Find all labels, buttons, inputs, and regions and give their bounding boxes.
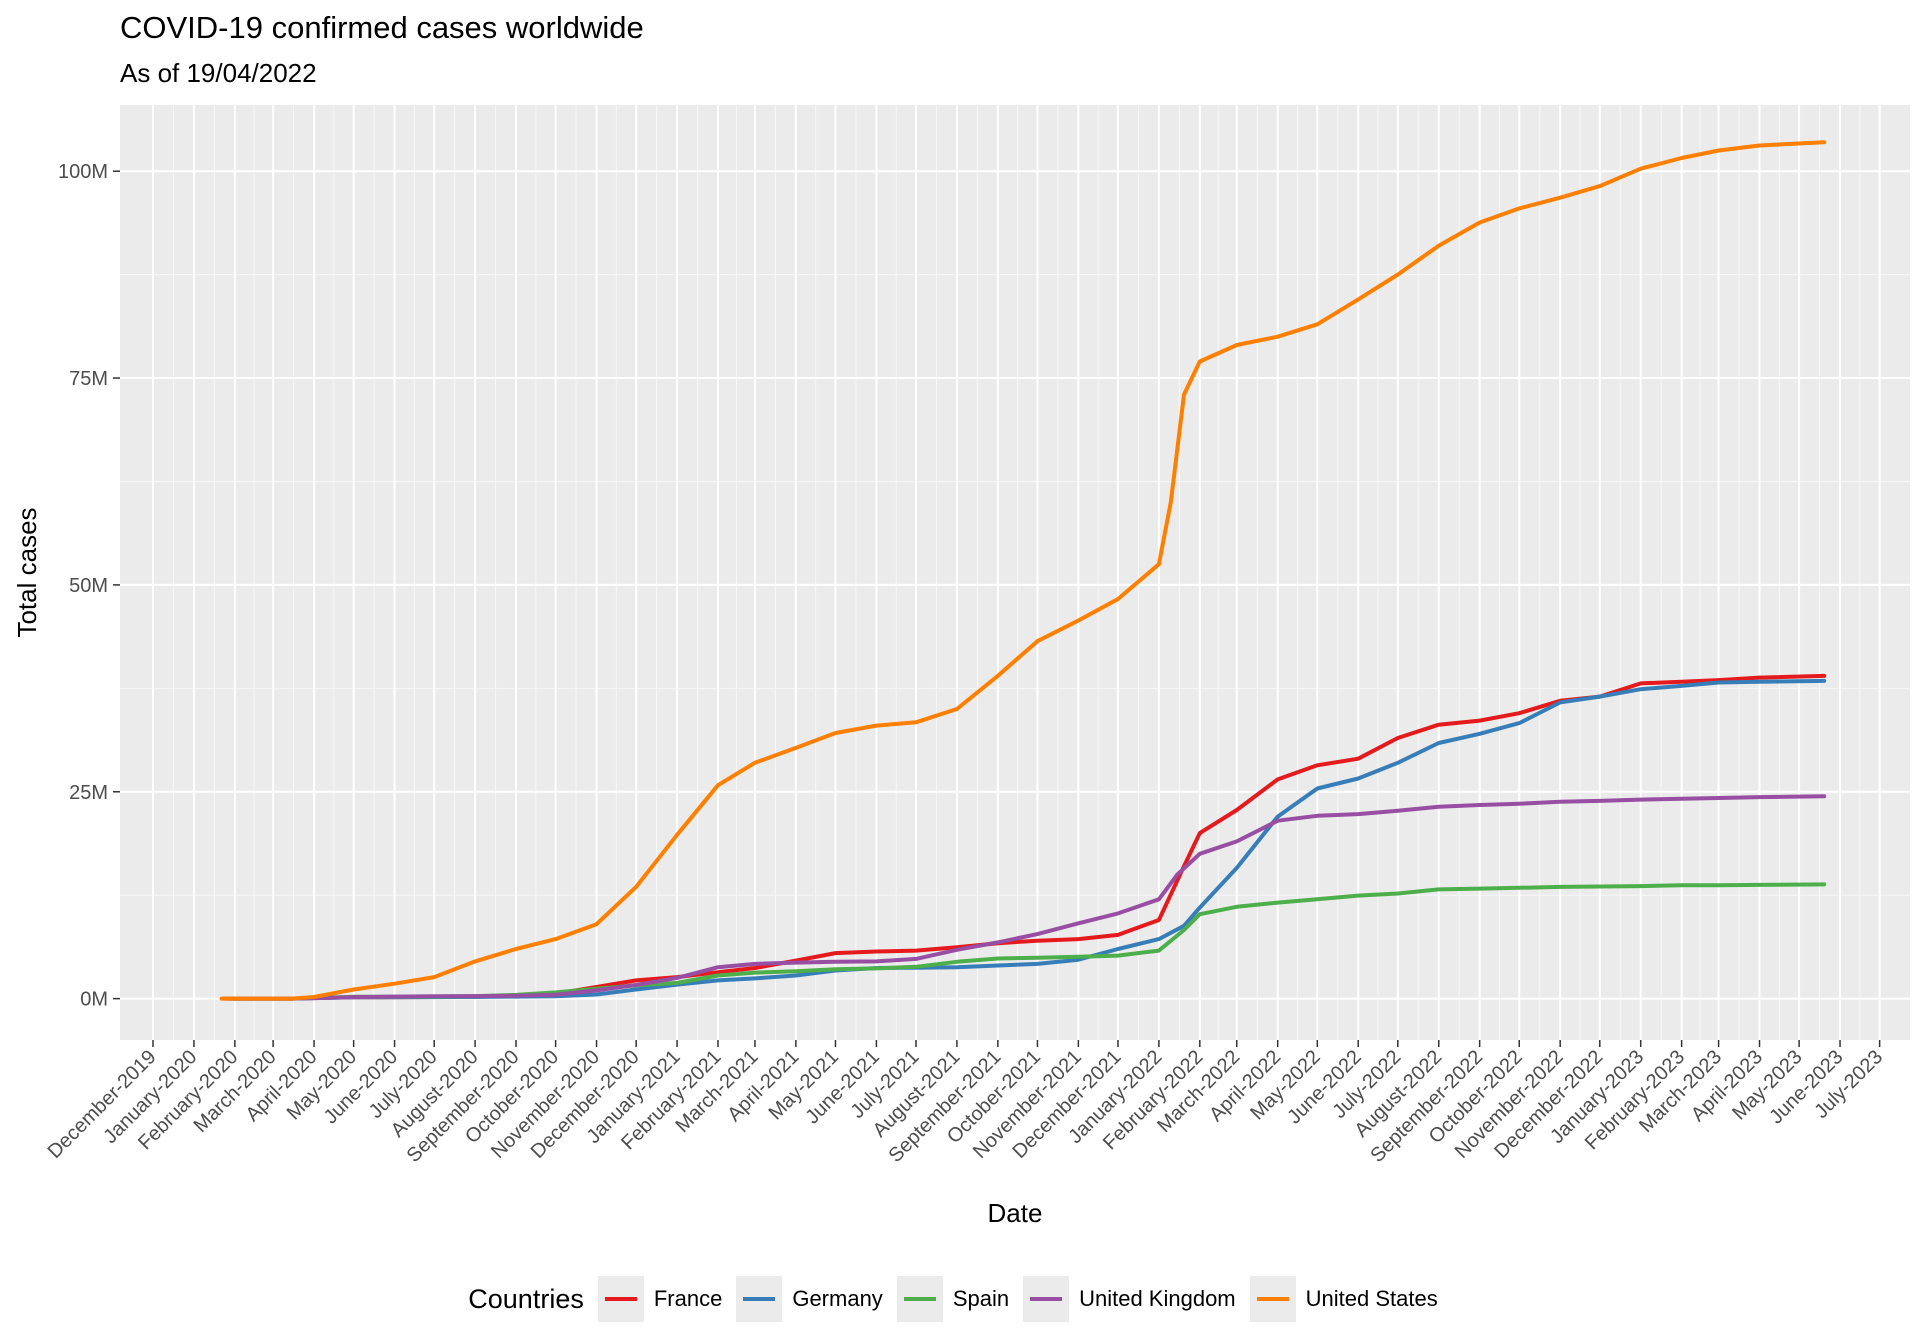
legend-swatch — [1256, 1297, 1289, 1301]
legend-label: United States — [1305, 1286, 1438, 1311]
legend-label: France — [653, 1286, 723, 1311]
legend-key — [736, 1276, 783, 1322]
legend-swatch — [1030, 1297, 1063, 1301]
legend-swatch — [903, 1297, 936, 1301]
y-tick-label: 25M — [69, 782, 108, 804]
legend-label: Spain — [952, 1286, 1010, 1311]
x-axis: December-2019January-2020February-2020Ma… — [44, 1040, 1887, 1167]
chart-subtitle: As of 19/04/2022 — [120, 58, 317, 88]
series-line-germany — [226, 678, 1827, 1001]
series-line-spain — [231, 882, 1827, 1001]
legend-item: France — [597, 1276, 723, 1322]
y-tick-label: 75M — [69, 368, 108, 390]
chart-title: COVID-19 confirmed cases worldwide — [120, 10, 644, 45]
series-line-united-kingdom — [231, 794, 1827, 1001]
series-line-united-states — [219, 140, 1827, 1001]
legend-key — [1249, 1276, 1296, 1322]
plot-panel — [120, 105, 1910, 1040]
y-axis-title: Total cases — [12, 507, 42, 637]
legend-key — [597, 1276, 644, 1322]
legend-swatch — [743, 1297, 776, 1301]
y-tick-label: 0M — [80, 989, 108, 1011]
legend-item: Germany — [736, 1276, 883, 1322]
legend-item: United States — [1249, 1276, 1438, 1322]
series-lines — [219, 140, 1827, 1001]
y-tick-label: 100M — [58, 161, 108, 183]
legend-items: France Germany Spain United Kingdom United S… — [597, 1276, 1452, 1322]
x-axis-title: Date — [988, 1198, 1043, 1228]
legend-label: United Kingdom — [1079, 1286, 1236, 1311]
legend-item: United Kingdom — [1023, 1276, 1236, 1322]
legend-title: Countries — [468, 1283, 584, 1314]
legend-item: Spain — [896, 1276, 1010, 1322]
legend-key — [1023, 1276, 1070, 1322]
y-axis: 0M 25M 50M 75M 100M — [58, 161, 120, 1011]
y-tick-label: 50M — [69, 575, 108, 597]
legend-label: Germany — [792, 1286, 883, 1311]
legend: Countries France Germany Spain United Kingd… — [0, 1275, 1920, 1323]
legend-swatch — [604, 1297, 637, 1301]
legend-key — [896, 1276, 943, 1322]
